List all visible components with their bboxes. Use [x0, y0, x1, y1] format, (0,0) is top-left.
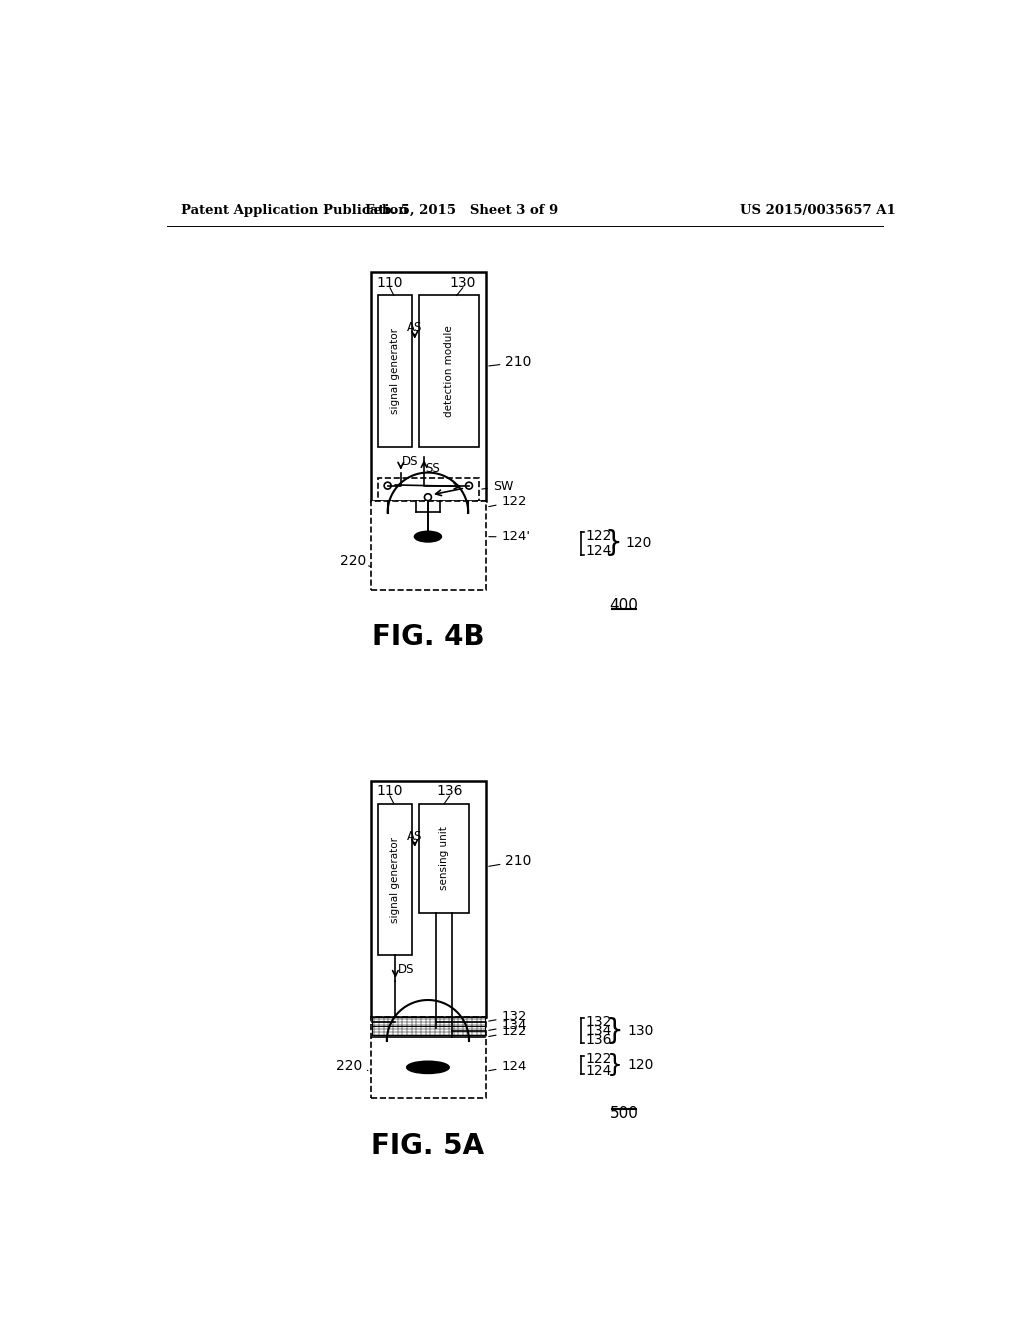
Text: 122: 122: [488, 495, 527, 508]
Text: }: }: [604, 529, 622, 557]
Text: 136: 136: [586, 1034, 611, 1047]
Text: 210: 210: [488, 854, 531, 869]
Text: AS: AS: [408, 829, 423, 842]
Text: signal generator: signal generator: [389, 329, 399, 414]
Text: 124': 124': [488, 531, 530, 544]
Bar: [378, 478, 479, 502]
Bar: [419, 296, 479, 447]
Text: 122: 122: [488, 1026, 527, 1039]
Bar: [372, 1026, 484, 1035]
Text: 130: 130: [450, 276, 476, 290]
Text: 130: 130: [627, 1024, 653, 1038]
Text: 132: 132: [488, 1010, 527, 1023]
Text: sensing unit: sensing unit: [439, 826, 449, 890]
Text: 220: 220: [336, 1059, 368, 1073]
Text: Feb. 5, 2015   Sheet 3 of 9: Feb. 5, 2015 Sheet 3 of 9: [365, 205, 558, 218]
Bar: [371, 272, 486, 502]
Text: 122: 122: [586, 529, 611, 543]
Text: 124: 124: [488, 1060, 527, 1073]
Text: 110: 110: [377, 276, 403, 290]
Text: DS: DS: [401, 454, 418, 467]
Text: 500: 500: [609, 1106, 638, 1121]
Text: 120: 120: [626, 536, 652, 550]
Text: 134: 134: [488, 1019, 527, 1032]
Text: 400: 400: [609, 598, 638, 612]
Text: SW: SW: [482, 479, 513, 492]
Text: }: }: [606, 1016, 624, 1045]
Bar: [371, 502, 486, 590]
Bar: [372, 1016, 484, 1026]
Bar: [378, 804, 412, 956]
Text: signal generator: signal generator: [389, 837, 399, 923]
Text: DS: DS: [397, 962, 414, 975]
Text: SS: SS: [425, 462, 439, 475]
Text: 134: 134: [586, 1024, 611, 1038]
Bar: [371, 780, 486, 1016]
Text: 124': 124': [586, 544, 615, 558]
Text: FIG. 5A: FIG. 5A: [372, 1131, 484, 1159]
Text: 210: 210: [488, 355, 531, 370]
Text: detection module: detection module: [443, 326, 454, 417]
Ellipse shape: [407, 1061, 450, 1073]
Text: }: }: [606, 1052, 623, 1077]
Text: 120: 120: [627, 1057, 653, 1072]
Text: 110: 110: [377, 784, 403, 799]
Ellipse shape: [415, 531, 441, 543]
Bar: [378, 296, 412, 447]
Bar: [371, 1016, 486, 1098]
Text: Patent Application Publication: Patent Application Publication: [180, 205, 408, 218]
Text: FIG. 4B: FIG. 4B: [372, 623, 484, 651]
Text: 136: 136: [436, 784, 463, 799]
Text: 122: 122: [586, 1052, 611, 1067]
Text: AS: AS: [408, 321, 423, 334]
Text: US 2015/0035657 A1: US 2015/0035657 A1: [740, 205, 896, 218]
Text: 132: 132: [586, 1015, 611, 1028]
Text: 124: 124: [586, 1064, 611, 1078]
Bar: [419, 804, 469, 913]
Text: 220: 220: [340, 554, 371, 568]
